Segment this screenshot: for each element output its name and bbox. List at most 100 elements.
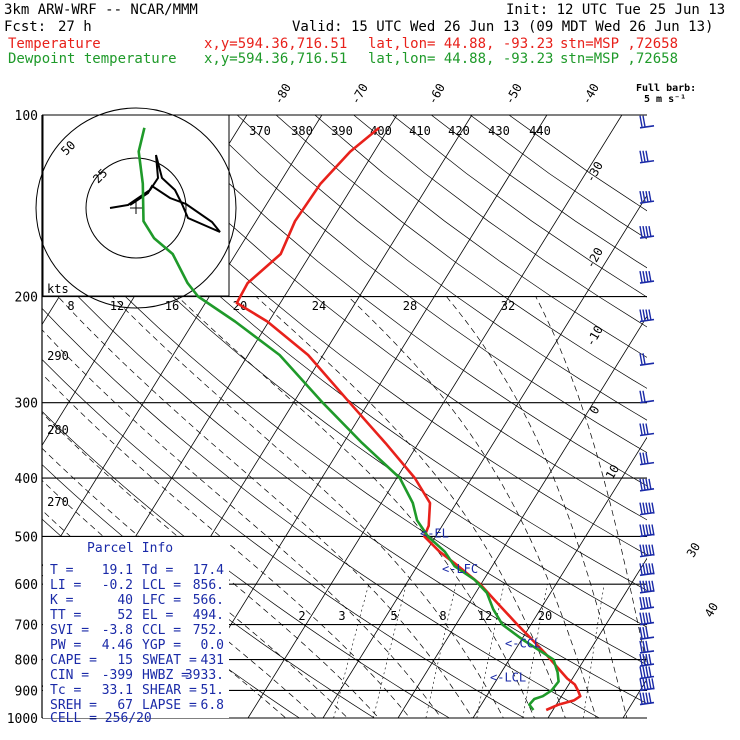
dry-adiabat [42,410,451,718]
dry-adiabat [42,307,601,718]
parcel-info-key: EL = [142,608,173,623]
thetae-label: 32 [501,299,515,313]
wind-barb [639,200,655,204]
dry-adiabat [42,115,647,591]
level-marker: <-CCL [505,636,541,650]
wind-barb [642,190,646,203]
wind-barb [642,580,646,592]
wind-barb [639,544,643,556]
theta-label: 370 [249,124,271,138]
parcel-info-key: CCL = [142,623,181,638]
valid-time: Valid: 15 UTC Wed 26 Jun 13 (09 MDT Wed … [292,19,714,35]
isotherm-label: -80 [271,81,294,107]
wind-barb [645,452,649,464]
parcel-info-value: 431 [201,653,224,668]
parcel-info-key: LAPSE = [142,698,197,713]
wind-barb [642,640,646,653]
isotherm-label: -40 [579,81,602,107]
wind-barb [642,390,646,402]
wind-barb [642,666,646,678]
wind-barb [645,190,649,203]
parcel-info-value: 67 [117,698,133,713]
wind-barb [645,640,649,653]
wind-barb [642,692,646,704]
dry-adiabat [42,258,647,705]
temperature-latlon: lat,lon= 44.88, -93.23 [368,36,554,52]
wind-barb [645,580,649,592]
parcel-info-key: PW = [50,638,81,653]
hodograph-ring [85,157,187,259]
wind-barb [645,478,649,490]
parcel-info-value: 51. [201,683,224,698]
hodograph-trace [109,154,221,233]
mixing-ratio-line [373,584,407,718]
wind-barb [642,452,646,464]
isotherm-label: 40 [702,600,721,620]
isotherm-label: -70 [348,81,371,107]
wind-barb [645,653,649,666]
pressure-label-500: 500 [15,530,38,545]
wind-barb [648,309,652,321]
mixing-ratio-label: 3 [338,609,345,623]
wind-barb [642,627,646,639]
wind-barb [639,124,655,129]
wind-barb [639,675,655,680]
wind-barb [639,597,643,609]
isotherm [247,115,623,718]
dry-adiabat [353,115,647,328]
wind-barb [642,309,646,321]
isotherm-label: -60 [425,81,448,107]
moist-adiabat [535,296,647,669]
mixing-ratio-label: 8 [439,609,446,623]
wind-barb [651,563,655,575]
parcel-info-key: Td = [142,563,173,578]
dewpoint-coords: x,y=594.36,716.51 [204,51,348,67]
wind-barbs [639,115,655,706]
parcel-info-value: 856. [193,578,224,593]
theta-label: 400 [370,124,392,138]
dry-adiabat [42,358,526,718]
wind-barb [648,612,652,624]
wind-barb [639,606,655,610]
pressure-label-1000: 1000 [7,712,38,727]
temperature-station: stn=MSP ,72658 [560,36,679,52]
parcel-info-value: 566. [193,593,224,608]
parcel-info-key: CIN = [50,668,89,683]
pressure-label-800: 800 [15,654,38,669]
parcel-info-cell: CELL = 256/20 [50,711,152,726]
moist-adiabat [255,296,566,718]
parcel-info-key: Tc = [50,683,81,698]
moist-adiabat [347,296,597,718]
mixing-ratio-line [333,584,370,718]
fcst-hours: 27 h [58,19,92,35]
wind-barb [645,524,649,536]
wind-barb [639,461,655,466]
barb-legend-title: Full barb: [636,83,696,94]
wind-barb [639,563,643,575]
wind-barb [639,235,655,239]
pressure-label-400: 400 [15,472,38,487]
parcel-info-key: SREH = [50,698,97,713]
wind-barb [639,423,643,435]
theta-label: 420 [448,124,470,138]
wind-barb [645,225,649,238]
pressure-label-900: 900 [15,684,38,699]
thetae-label: 28 [403,299,417,313]
parcel-info-key: LI = [50,578,81,593]
dry-adiabat [42,208,647,666]
pressure-label-300: 300 [15,397,38,412]
wind-barb [639,488,655,492]
isotherm [42,115,323,568]
parcel-info-key: LCL = [142,578,181,593]
isotherm [322,194,647,718]
level-marker: <-LFC [442,562,478,576]
pressure-label-600: 600 [15,578,38,593]
theta-label: 280 [47,423,69,437]
wind-barb [645,612,649,624]
wind-barb [648,190,652,203]
wind-barb [639,115,643,127]
isotherm [547,557,647,718]
wind-barb [648,502,652,514]
moist-adiabat [57,296,473,718]
